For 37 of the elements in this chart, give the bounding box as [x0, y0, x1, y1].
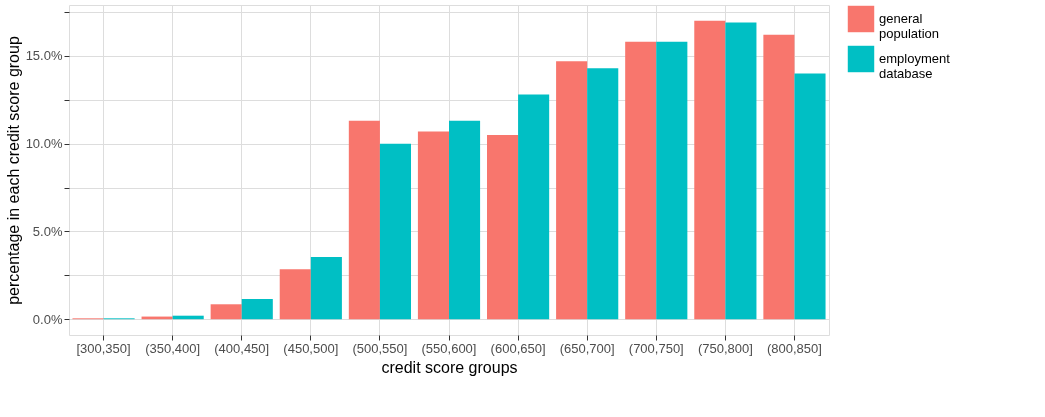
- x-tick-label: [300,350]: [76, 340, 131, 356]
- bar: [694, 20, 726, 320]
- x-tick-label: (550,600]: [421, 340, 477, 356]
- bar: [241, 299, 273, 320]
- y-tick-label: 0.0%: [32, 311, 63, 327]
- x-tick-label: (700,750]: [628, 340, 684, 356]
- bar: [279, 269, 311, 320]
- x-tick-label: (500,550]: [352, 340, 408, 356]
- bar: [417, 131, 449, 320]
- bar: [379, 143, 411, 320]
- bar: [487, 134, 519, 320]
- bar: [210, 304, 242, 320]
- y-tick-label: 10.0%: [25, 136, 63, 152]
- x-tick-label: (600,650]: [490, 340, 546, 356]
- x-tick-label: (650,700]: [559, 340, 615, 356]
- legend-label: employment database: [879, 51, 951, 81]
- x-tick-label: (450,500]: [283, 340, 339, 356]
- bar: [310, 256, 342, 320]
- bar: [794, 73, 826, 320]
- x-tick-label: (400,450]: [214, 340, 270, 356]
- bar: [763, 34, 795, 320]
- bar: [518, 94, 550, 320]
- bar: [656, 41, 688, 320]
- bar: [348, 120, 380, 320]
- y-tick-label: 5.0%: [32, 223, 63, 239]
- bar: [587, 68, 619, 320]
- bar: [625, 41, 657, 320]
- y-axis-title: percentage in each credit score group: [4, 36, 22, 305]
- bar: [725, 22, 757, 320]
- x-tick-label: (350,400]: [145, 340, 201, 356]
- bar: [449, 120, 481, 320]
- legend-label: general population: [879, 11, 939, 41]
- bar: [556, 61, 588, 320]
- x-axis-title: credit score groups: [381, 358, 518, 376]
- y-tick-label: 15.0%: [25, 48, 63, 64]
- x-tick-label: (800,850]: [766, 340, 822, 356]
- x-tick-label: (750,800]: [697, 340, 753, 356]
